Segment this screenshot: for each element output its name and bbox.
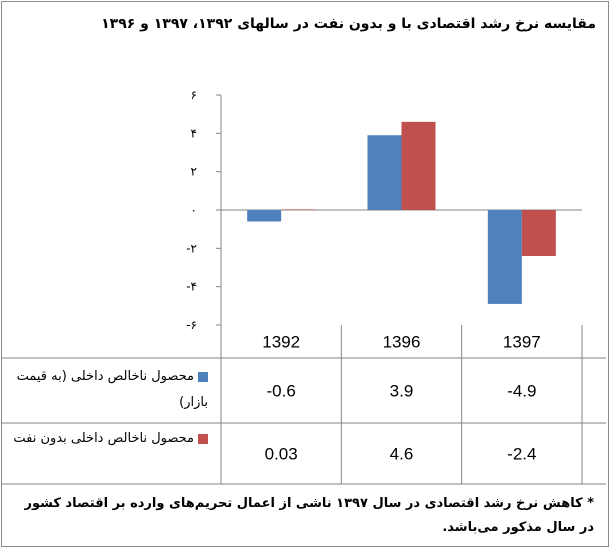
data-label: -0.6: [267, 382, 296, 401]
legend-label-gdp-market-price: محصول ناخالص داخلی (به قیمت بازار): [16, 369, 208, 410]
legend-swatch-blue: [198, 371, 208, 382]
category-label: 1392: [262, 333, 300, 352]
y-tick-label: -۶: [186, 318, 197, 332]
legend-label-gdp-non-oil: محصول ناخالص داخلی بدون نفت: [13, 431, 194, 446]
bar-1397-series-1: [487, 210, 522, 304]
legend-swatch-red: [198, 433, 208, 444]
y-tick-label: ۰: [191, 203, 197, 217]
bar-1396-series-1: [367, 135, 402, 210]
y-tick-label: -۴: [186, 280, 197, 294]
legend-entry-gdp-market-price: محصول ناخالص داخلی (به قیمت بازار): [8, 364, 208, 416]
y-tick-label: -۲: [186, 241, 197, 255]
data-label: -4.9: [507, 382, 536, 401]
data-label: 4.6: [390, 445, 414, 464]
y-tick-label: ۴: [191, 126, 197, 140]
chart-title: مقایسه نرخ رشد اقتصادی با و بدون نفت در …: [101, 16, 596, 32]
data-label: 3.9: [390, 382, 414, 401]
footnote: * کاهش نرخ رشد اقتصادی در سال ۱۳۹۷ ناشی …: [24, 496, 594, 535]
y-tick-label: ۶: [191, 88, 197, 102]
y-tick-label: ۲: [191, 165, 197, 179]
category-label: 1396: [383, 333, 421, 352]
data-label: -2.4: [507, 445, 536, 464]
data-label: 0.03: [265, 445, 298, 464]
bar-1392-series-2: [281, 209, 316, 210]
bar-1392-series-1: [247, 210, 282, 222]
legend-entry-gdp-non-oil: محصول ناخالص داخلی بدون نفت: [8, 426, 208, 452]
bar-1397-series-2: [521, 210, 556, 256]
category-label: 1397: [503, 333, 541, 352]
bar-1396-series-2: [401, 121, 436, 210]
